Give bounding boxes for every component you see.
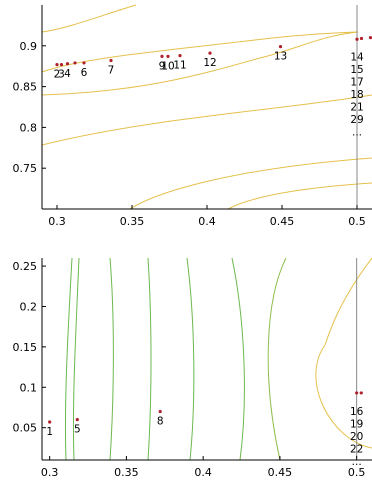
stack-label: 19 bbox=[350, 418, 363, 430]
stack-label: 16 bbox=[350, 406, 364, 418]
x-tick-label: 0.4 bbox=[198, 215, 216, 228]
stack-label: 21 bbox=[350, 101, 363, 113]
stack-label: ... bbox=[352, 456, 362, 468]
data-point bbox=[73, 61, 77, 65]
point-label: 12 bbox=[203, 57, 216, 69]
data-point bbox=[160, 54, 164, 59]
y-tick-label: 0.75 bbox=[13, 162, 38, 175]
bottom-contour-3 bbox=[109, 257, 114, 461]
point-label: 11 bbox=[173, 60, 186, 72]
data-point bbox=[208, 51, 212, 55]
x-tick-label: 0.5 bbox=[348, 215, 366, 228]
y-tick-label: 0.25 bbox=[13, 260, 38, 273]
top-contour-4 bbox=[129, 157, 372, 210]
data-point bbox=[55, 62, 59, 67]
bottom-panel-contours bbox=[64, 257, 372, 461]
point-label: 3 bbox=[58, 69, 65, 81]
data-point bbox=[355, 391, 359, 395]
data-point bbox=[48, 420, 52, 424]
x-tick-label: 0.3 bbox=[48, 215, 66, 228]
stack-label: 17 bbox=[350, 76, 363, 88]
data-point bbox=[368, 36, 372, 40]
stack-label: 20 bbox=[350, 431, 363, 443]
point-label: 5 bbox=[74, 424, 81, 436]
bottom-contour-9 bbox=[315, 344, 372, 449]
axes-layer: 0.3 0.35 0.4 0.45 0.50.750.80.850.90.3 0.35 0.… bbox=[13, 5, 372, 479]
y-tick-label: 0.2 bbox=[20, 300, 38, 313]
x-tick-label: 0.4 bbox=[194, 466, 212, 479]
data-point bbox=[65, 62, 70, 66]
y-tick-label: 0.8 bbox=[20, 121, 38, 134]
y-tick-label: 0.15 bbox=[13, 341, 38, 354]
y-tick-label: 0.05 bbox=[13, 422, 38, 435]
bottom-contour-4 bbox=[147, 257, 152, 461]
point-label: 10 bbox=[161, 60, 174, 72]
point-label: 6 bbox=[81, 67, 88, 79]
top-panel-contours bbox=[41, 4, 372, 210]
top-contour-2 bbox=[41, 31, 359, 96]
point-label: 13 bbox=[274, 51, 287, 63]
stack-label: 15 bbox=[350, 64, 363, 76]
point-label: 1 bbox=[46, 426, 53, 438]
stack-label: ... bbox=[352, 126, 362, 138]
x-tick-label: 0.35 bbox=[120, 215, 145, 228]
point-label: 9 bbox=[159, 60, 166, 72]
bottom-contour-7 bbox=[267, 257, 287, 461]
point-label: 4 bbox=[64, 68, 71, 80]
top-contour-3 bbox=[41, 94, 372, 146]
data-point bbox=[109, 58, 113, 63]
bottom-contour-6 bbox=[231, 257, 245, 461]
stack-label: 14 bbox=[350, 51, 364, 63]
point-label: 2 bbox=[54, 69, 61, 81]
x-tick-label: 0.45 bbox=[270, 215, 295, 228]
y-tick-label: 0.9 bbox=[20, 40, 38, 53]
data-point bbox=[359, 36, 364, 41]
bottom-contour-5 bbox=[186, 257, 195, 461]
y-tick-label: 0.1 bbox=[20, 381, 38, 394]
x-tick-label: 0.45 bbox=[268, 466, 293, 479]
y-tick-label: 0.85 bbox=[13, 81, 38, 94]
data-point bbox=[278, 45, 283, 49]
stack-label: 18 bbox=[350, 89, 363, 101]
data-point bbox=[75, 418, 79, 422]
data-point bbox=[359, 391, 363, 395]
stack-label: 22 bbox=[350, 443, 363, 455]
top-contour-5 bbox=[227, 182, 372, 210]
data-point bbox=[355, 37, 359, 41]
bottom-contour-8 bbox=[324, 257, 372, 346]
data-point bbox=[82, 61, 86, 65]
data-point bbox=[59, 62, 64, 67]
data-point bbox=[178, 53, 182, 58]
x-tick-label: 0.3 bbox=[41, 466, 59, 479]
x-tick-label: 0.5 bbox=[348, 466, 366, 479]
data-point bbox=[166, 54, 170, 59]
x-tick-label: 0.35 bbox=[114, 466, 139, 479]
point-label: 7 bbox=[108, 64, 115, 76]
point-label: 8 bbox=[157, 416, 164, 428]
top-contour-1 bbox=[41, 4, 137, 33]
bottom-contour-1 bbox=[64, 257, 73, 461]
data-point bbox=[158, 409, 162, 414]
bottom-contour-2 bbox=[72, 257, 80, 461]
stack-label: 29 bbox=[350, 114, 363, 126]
